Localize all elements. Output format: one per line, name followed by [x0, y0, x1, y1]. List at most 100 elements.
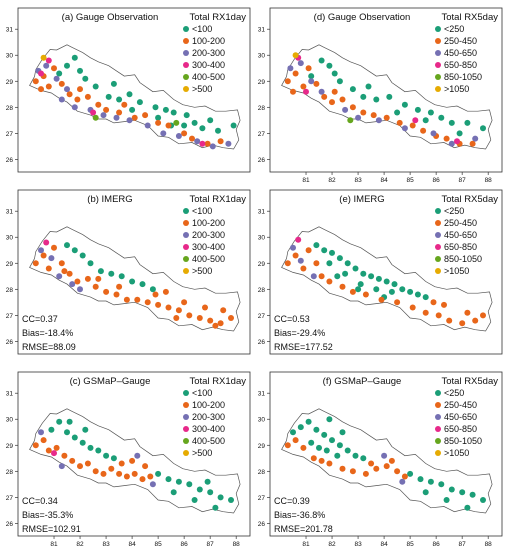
legend-marker — [183, 74, 189, 80]
panel-frame — [17, 189, 251, 355]
station-point — [129, 278, 136, 285]
station-point — [48, 255, 55, 262]
y-tick-label: 27 — [6, 131, 14, 138]
y-tick-label: 31 — [6, 209, 14, 216]
legend-marker — [435, 244, 441, 250]
station-point — [391, 281, 398, 288]
station-point — [297, 424, 304, 431]
station-point — [305, 65, 312, 72]
y-tick-label: 29 — [6, 261, 14, 268]
station-point — [207, 117, 214, 124]
station-point — [196, 315, 203, 321]
station-point — [152, 291, 159, 298]
legend-label: >1050 — [444, 448, 469, 458]
station-point — [118, 460, 125, 467]
station-point — [344, 447, 351, 454]
stat-label: Bias=-36.8% — [274, 510, 325, 520]
station-point — [103, 288, 110, 295]
legend-label: 450-650 — [444, 48, 477, 58]
station-point — [56, 418, 63, 425]
station-point — [469, 140, 476, 147]
x-tick-label: 82 — [328, 541, 336, 548]
station-point — [443, 497, 450, 503]
station-point — [360, 93, 367, 100]
legend-label: <250 — [444, 206, 464, 216]
station-point — [300, 444, 307, 451]
legend-label: 300-400 — [192, 242, 225, 252]
y-tick-label: 26 — [258, 521, 266, 528]
station-point — [383, 278, 390, 285]
station-point — [217, 494, 224, 501]
legend-label: 200-300 — [192, 412, 225, 422]
panel-frame — [269, 7, 503, 173]
station-point — [58, 80, 65, 87]
station-point — [103, 106, 110, 113]
station-point — [108, 270, 115, 277]
station-point — [204, 478, 211, 485]
station-point — [103, 452, 110, 459]
station-point — [126, 91, 133, 98]
station-point — [448, 140, 455, 147]
legend-label: 400-500 — [192, 72, 225, 82]
station-point — [438, 481, 445, 488]
station-point — [230, 122, 237, 129]
station-point — [183, 112, 190, 119]
legend-label: 850-1050 — [444, 436, 482, 446]
x-tick-label: 84 — [380, 541, 388, 548]
station-point — [66, 91, 73, 98]
station-point — [32, 260, 39, 267]
station-point — [292, 70, 299, 77]
station-point — [155, 301, 162, 308]
legend-marker — [183, 50, 189, 56]
stat-label: RMSE=201.78 — [274, 524, 333, 534]
station-point — [446, 317, 453, 324]
station-point — [196, 486, 203, 493]
station-point — [116, 470, 123, 477]
station-point — [155, 119, 162, 126]
station-point — [38, 70, 44, 77]
station-point — [305, 247, 312, 254]
panel-5: 26 27 28 29 30 31 81 82 83 84 85 86 87 88 (f) GSMaP–Ga… — [258, 371, 503, 548]
station-point — [394, 299, 401, 306]
station-point — [53, 444, 60, 451]
station-point — [339, 96, 346, 103]
legend-label: 650-850 — [444, 242, 477, 252]
station-point — [396, 119, 403, 126]
station-point — [347, 117, 354, 124]
station-point — [388, 457, 395, 464]
station-point — [365, 83, 372, 90]
x-tick-label: 88 — [485, 177, 493, 184]
station-point — [199, 125, 206, 132]
station-point — [326, 278, 333, 285]
panel-title: (f) GSMaP–Gauge — [323, 376, 402, 387]
station-point — [51, 65, 57, 72]
station-point — [38, 86, 44, 93]
station-point — [300, 83, 307, 90]
station-point — [456, 130, 463, 137]
station-point — [300, 265, 307, 272]
x-tick-label: 84 — [128, 541, 136, 548]
station-point — [422, 489, 429, 496]
station-point — [422, 117, 429, 124]
station-point — [290, 429, 296, 436]
station-point — [459, 489, 466, 496]
station-point — [45, 83, 52, 90]
y-tick-label: 30 — [258, 53, 266, 60]
station-point — [61, 452, 68, 459]
nepal-boundary — [281, 226, 493, 332]
station-point — [105, 93, 112, 100]
station-point — [349, 104, 356, 111]
legend-marker — [435, 74, 441, 80]
station-point — [165, 476, 172, 483]
station-point — [355, 114, 362, 121]
legend-marker — [435, 390, 441, 396]
legend-marker — [435, 256, 441, 262]
x-tick-label: 86 — [181, 541, 189, 548]
station-point — [129, 457, 136, 464]
station-point — [56, 273, 63, 280]
stat-label: RMSE=88.09 — [22, 342, 76, 352]
station-point — [71, 104, 78, 111]
station-point — [290, 88, 296, 95]
legend-label: <250 — [444, 388, 464, 398]
station-point — [326, 416, 333, 423]
